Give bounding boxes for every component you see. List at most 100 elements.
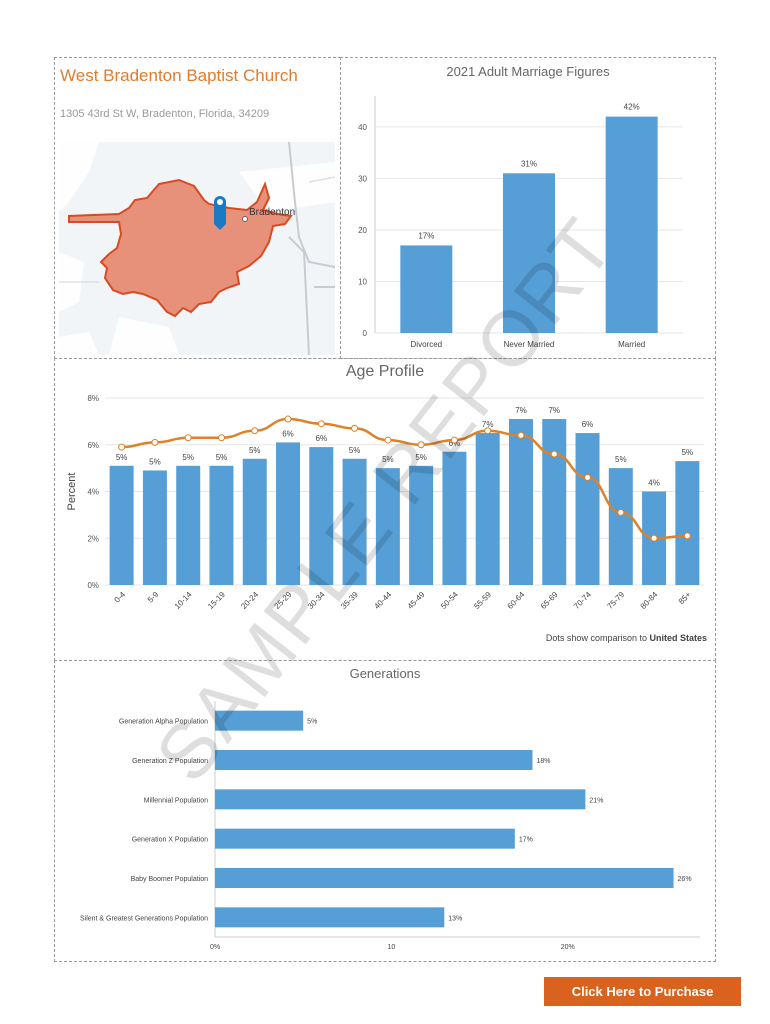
generations-chart: 0% 10 20% 5% Generation Alpha Population 18% G…	[80, 701, 700, 951]
data-label: 13%	[448, 915, 462, 922]
purchase-button[interactable]: Click Here to Purchase	[544, 977, 741, 1006]
marriage-chart: 0 10 20 30 40 17% Divorced 31% Never Married 42% M…	[358, 96, 683, 349]
data-label: 5%	[116, 453, 128, 462]
bar	[542, 419, 567, 585]
bar	[605, 116, 658, 333]
bar	[342, 458, 367, 585]
age-chart: Percent 0% 2% 4% 6% 8% 5% 0-4 5% 5-9 5% 10-14 5% 15-1…	[66, 394, 704, 611]
bar	[215, 710, 304, 731]
category-label: Baby Boomer Population	[131, 876, 209, 883]
data-label: 5%	[307, 719, 317, 726]
data-label: 6%	[316, 434, 328, 443]
bar	[508, 419, 533, 585]
x-tick-label: Never Married	[504, 340, 555, 349]
comparison-point	[351, 424, 359, 432]
category-label: Generation Z Population	[132, 758, 208, 765]
x-tick-label: 80-84	[639, 590, 660, 611]
category-label: Millennial Population	[144, 797, 208, 804]
x-tick-label: 40-44	[372, 590, 393, 611]
comparison-point	[317, 420, 325, 428]
category-label: Generation Alpha Population	[119, 719, 208, 726]
comparison-point	[484, 427, 492, 435]
bar	[575, 433, 600, 585]
bar	[215, 868, 674, 888]
comparison-point	[384, 436, 392, 444]
x-tick-label: 85+	[677, 590, 693, 606]
comparison-point	[517, 431, 525, 439]
y-tick-label: 40	[358, 123, 367, 132]
comparison-point	[584, 473, 592, 481]
x-tick-label: 0-4	[113, 590, 128, 605]
x-tick-label: 55-59	[472, 590, 493, 611]
data-label: 7%	[482, 420, 494, 429]
bar	[375, 468, 400, 585]
map-pin-icon	[214, 196, 226, 230]
data-label: 5%	[249, 446, 261, 455]
generations-chart-title: Generations	[349, 666, 421, 681]
y-tick-label: 30	[358, 174, 367, 183]
comparison-point	[450, 436, 458, 444]
x-tick-label: 10	[387, 944, 395, 951]
x-tick-label: 30-34	[306, 590, 327, 611]
bar	[176, 465, 201, 585]
data-label: 42%	[624, 103, 640, 112]
x-tick-label: 25-29	[273, 590, 294, 611]
data-label: 4%	[648, 479, 660, 488]
comparison-point	[217, 434, 225, 442]
bar	[242, 458, 267, 585]
comparison-point	[284, 415, 292, 423]
bar	[215, 907, 445, 928]
y-tick-label: 20	[358, 226, 367, 235]
marriage-chart-panel: 2021 Adult Marriage Figures 0 10 20 30 40 17%…	[340, 57, 716, 359]
data-label: 5%	[149, 457, 161, 466]
category-label: Silent & Greatest Generations Population	[80, 915, 208, 922]
x-tick-label: 75-79	[605, 590, 626, 611]
comparison-point	[417, 441, 425, 449]
data-label: 5%	[615, 455, 627, 464]
y-tick-label: 2%	[87, 534, 99, 543]
bar	[442, 451, 467, 585]
comparison-point	[650, 534, 658, 542]
map-city-label: Bradenton	[249, 207, 295, 218]
x-tick-label: 20-24	[239, 590, 260, 611]
comparison-note-text: Dots show comparison to	[545, 633, 647, 643]
comparison-point	[550, 450, 558, 458]
y-tick-label: 0	[363, 329, 368, 338]
x-tick-label: Divorced	[411, 340, 443, 349]
data-label: 5%	[216, 453, 228, 462]
y-tick-label: 10	[358, 277, 367, 286]
bar	[608, 468, 633, 585]
church-name: West Bradenton Baptist Church	[60, 66, 298, 85]
comparison-point	[118, 443, 126, 451]
comparison-point	[184, 434, 192, 442]
comparison-point	[151, 438, 159, 446]
comparison-point	[683, 532, 691, 540]
bar	[503, 173, 555, 333]
map-canvas: Bradenton	[59, 142, 335, 355]
y-tick-label: 8%	[87, 394, 99, 403]
church-address: 1305 43rd St W, Bradenton, Florida, 3420…	[60, 108, 270, 120]
y-tick-label: 6%	[87, 441, 99, 450]
church-panel: West Bradenton Baptist Church 1305 43rd …	[54, 57, 341, 359]
bar	[109, 465, 134, 585]
bar	[675, 461, 700, 585]
data-label: 6%	[282, 429, 294, 438]
x-tick-label: 15-19	[206, 590, 227, 611]
bar	[276, 442, 301, 585]
x-tick-label: 45-49	[406, 590, 427, 611]
age-chart-title: Age Profile	[345, 363, 425, 380]
data-label: 7%	[515, 406, 527, 415]
x-tick-label: 20%	[561, 944, 575, 951]
study-area-polygon	[68, 178, 293, 318]
bar	[309, 447, 334, 585]
location-map[interactable]: Bradenton	[59, 142, 335, 355]
data-label: 6%	[582, 420, 594, 429]
bar	[215, 828, 515, 849]
data-label: 17%	[418, 231, 434, 240]
x-tick-label: 50-54	[439, 590, 460, 611]
comparison-note: Dots show comparison to United States	[546, 633, 707, 643]
data-label: 5%	[382, 455, 394, 464]
bar	[400, 245, 453, 333]
x-tick-label: 60-64	[506, 590, 527, 611]
x-tick-label: 0%	[210, 944, 220, 951]
